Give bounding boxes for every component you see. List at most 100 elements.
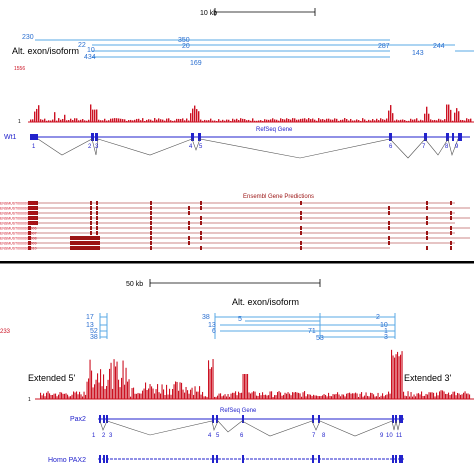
coverage-bar (320, 119, 322, 122)
coverage-bar (84, 120, 86, 122)
coverage-bar (287, 392, 289, 399)
coverage-bar (46, 120, 48, 122)
coverage-bar (349, 392, 351, 399)
coverage-bar (358, 396, 360, 399)
coverage-bar (374, 396, 376, 399)
coverage-bar (40, 392, 42, 399)
coverage-bar (430, 392, 432, 399)
coverage-bar (80, 119, 82, 122)
bottom-small-red-label: 233 (0, 329, 11, 335)
coverage-bar (439, 391, 441, 399)
coverage-bar (222, 119, 224, 122)
ensembl-exon (300, 216, 302, 220)
bottom-isoform-count-m6: 53 (316, 335, 324, 342)
coverage-bar (175, 381, 177, 399)
coverage-bar (61, 392, 63, 399)
exon-block (106, 415, 108, 423)
coverage-bar (248, 119, 250, 122)
coverage-bar (344, 396, 346, 399)
coverage-bar (397, 351, 399, 399)
exon-block (399, 455, 403, 463)
coverage-bar (319, 396, 321, 399)
bottom-panel: 50 kb Alt. exon/isoform 233 17 13 52 38 … (0, 279, 474, 464)
exon-block (103, 415, 105, 423)
ensembl-exon (426, 231, 428, 235)
ensembl-transcript-id: ENSMUST0000000001 (0, 202, 37, 206)
coverage-bar (104, 388, 106, 399)
coverage-bar (113, 359, 115, 399)
coverage-bar (388, 110, 390, 122)
coverage-bar (229, 396, 231, 399)
coverage-bar (298, 119, 300, 122)
coverage-bar (197, 391, 199, 399)
ensembl-transcript-id: ENSMUST0000000009 (0, 242, 37, 246)
coverage-bar (53, 393, 55, 399)
coverage-bar (332, 119, 334, 122)
coverage-bar (236, 395, 238, 399)
ensembl-exon (450, 226, 452, 230)
ensembl-exon (450, 216, 452, 220)
top-exon-number-2: 2 (88, 144, 92, 150)
coverage-bar (318, 118, 320, 122)
coverage-bar (114, 118, 116, 122)
coverage-bar (396, 119, 398, 122)
coverage-bar (280, 118, 282, 122)
exon-block (242, 455, 244, 463)
coverage-bar (410, 392, 412, 399)
coverage-bar (342, 119, 344, 122)
ensembl-exon (188, 221, 190, 225)
coverage-bar (169, 388, 171, 399)
coverage-bar (143, 388, 145, 399)
coverage-bar (181, 382, 183, 399)
coverage-bar (190, 389, 192, 399)
coverage-bar (382, 119, 384, 122)
ensembl-exon (28, 206, 38, 210)
coverage-bar (367, 395, 369, 399)
ensembl-exon (388, 226, 390, 230)
coverage-bar (206, 396, 208, 399)
coverage-bar (467, 393, 469, 399)
coverage-bar (458, 111, 460, 122)
coverage-bar (186, 118, 188, 122)
coverage-bar (359, 393, 361, 399)
bottom-isoform-count-m4: 6 (212, 328, 216, 335)
exon-block (242, 415, 244, 423)
coverage-bar (139, 393, 141, 399)
exon-block (452, 133, 454, 141)
bottom-exon-number-11: 11 (396, 433, 403, 439)
coverage-bar (392, 355, 394, 399)
ensembl-exon (150, 226, 152, 230)
ensembl-exon (200, 206, 202, 210)
coverage-bar (76, 391, 78, 399)
coverage-bar (268, 395, 270, 399)
coverage-bar (274, 395, 276, 399)
top-isoform-count-2: 22 (78, 42, 86, 49)
coverage-bar (115, 366, 117, 399)
coverage-bar (223, 395, 225, 399)
coverage-bar (246, 120, 248, 122)
coverage-bar (178, 390, 180, 399)
coverage-bar (415, 396, 417, 399)
ensembl-exon (300, 226, 302, 230)
coverage-bar (288, 118, 290, 122)
coverage-bar (216, 120, 218, 122)
coverage-bar (422, 395, 424, 399)
ensembl-exon (150, 246, 152, 250)
bottom-isoform-count-m5: 71 (308, 328, 316, 335)
ensembl-transcript-id: ENSMUST0000000008 (0, 237, 37, 241)
coverage-bar (40, 119, 42, 122)
coverage-bar (334, 394, 336, 399)
bottom-isoform-count-r1: 2 (376, 314, 380, 321)
exon-block (312, 415, 314, 423)
coverage-bar (131, 388, 133, 399)
coverage-bar (215, 396, 217, 399)
coverage-bar (347, 393, 349, 399)
ensembl-transcript-id: ENSMUST0000000004 (0, 217, 37, 221)
ensembl-exon (388, 211, 390, 215)
coverage-bar (130, 119, 132, 122)
coverage-bar (407, 391, 409, 399)
ensembl-exon (90, 216, 92, 220)
bottom-isoform-count-l4: 38 (90, 334, 98, 341)
ensembl-exon (96, 201, 98, 205)
coverage-bar (314, 119, 316, 122)
